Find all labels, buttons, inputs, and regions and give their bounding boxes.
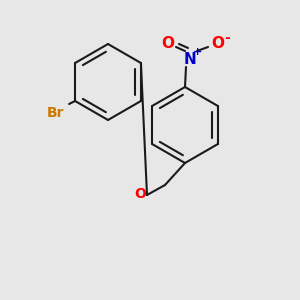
Text: O: O	[161, 35, 175, 50]
Text: O: O	[212, 35, 224, 50]
Text: -: -	[224, 31, 230, 45]
Text: O: O	[134, 187, 146, 201]
Text: +: +	[192, 47, 202, 57]
Text: Br: Br	[46, 106, 64, 120]
Text: N: N	[184, 52, 196, 67]
